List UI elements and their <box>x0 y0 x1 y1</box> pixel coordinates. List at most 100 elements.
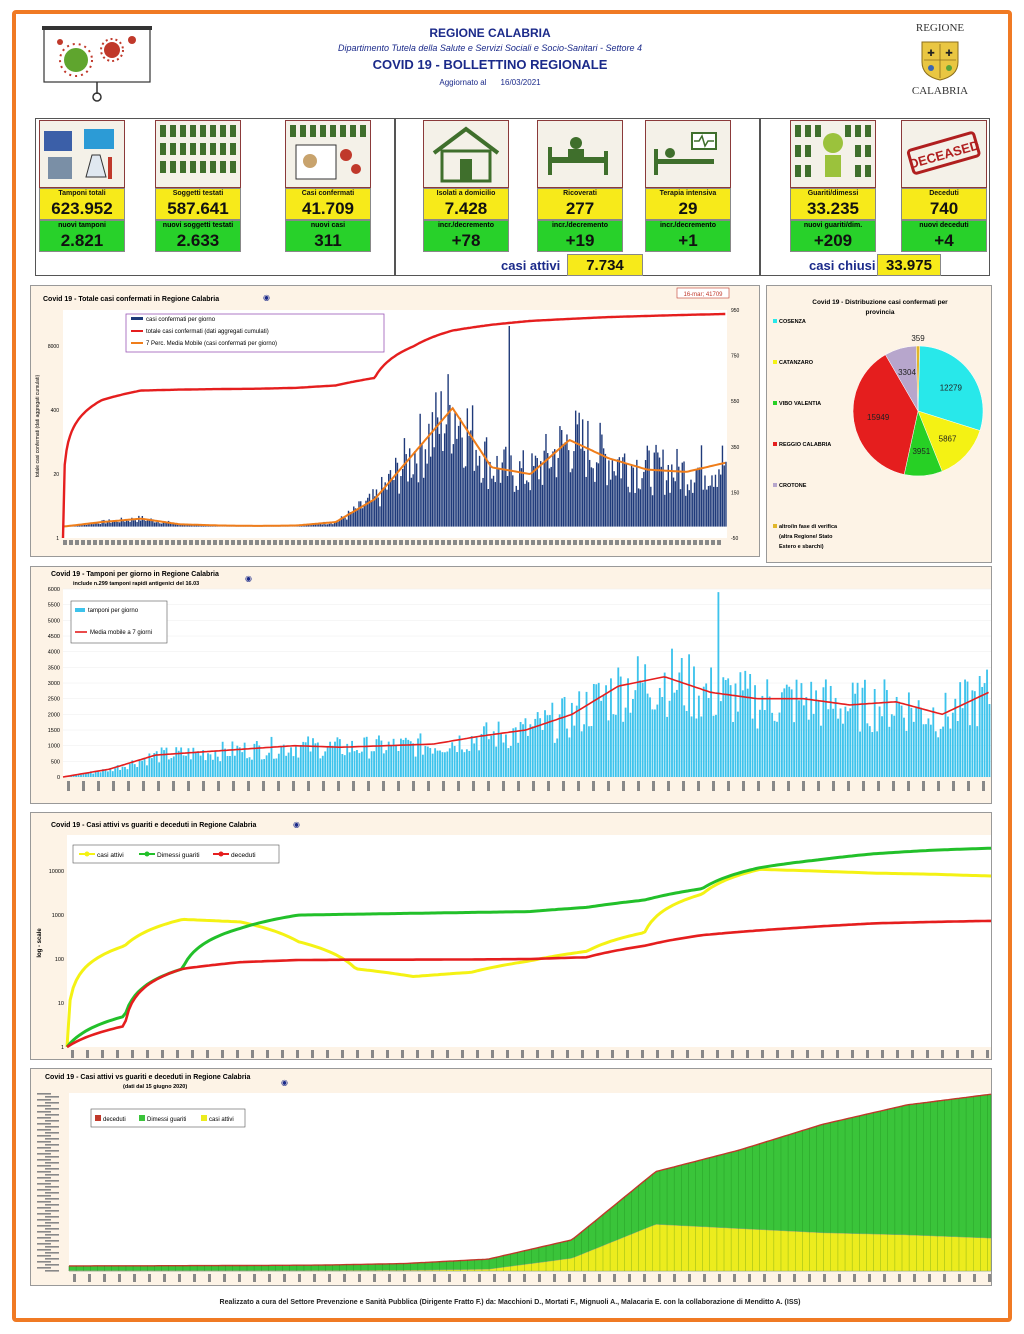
chart3-bar <box>729 685 732 777</box>
updated-line: Aggiornato al 16/03/2021 <box>240 78 740 87</box>
chart3-bar <box>168 759 170 777</box>
chart5-ytick-label <box>37 1183 51 1185</box>
chart-total-cases-panel: Covid 19 - Totale casi confermati in Reg… <box>30 285 760 557</box>
chart1-bar <box>85 524 88 527</box>
chart3-bar <box>360 751 363 777</box>
chart1-xtick-label <box>543 540 547 545</box>
chart3-bar <box>575 705 578 777</box>
chart3-bar <box>487 739 490 777</box>
chart3-bar <box>400 738 402 777</box>
chart5-ytick-label <box>45 1174 59 1176</box>
chart5-xtick-label <box>493 1274 496 1282</box>
chart1-bar <box>204 525 206 527</box>
chart3-bar <box>563 696 566 777</box>
chart3-bar <box>263 759 266 777</box>
chart3-bar <box>566 728 568 777</box>
kpi-guariti-sub-value: +209 <box>790 230 876 252</box>
chart3-bar <box>937 737 940 777</box>
chart1-bar <box>96 522 98 527</box>
chart3-bar <box>187 748 190 777</box>
chart3-bar <box>981 686 984 777</box>
chart3-bar <box>180 747 183 777</box>
chart3-bar <box>590 726 593 777</box>
chart3-xtick-label <box>67 781 70 791</box>
chart3-bar <box>390 744 393 777</box>
chart3-bar <box>646 693 649 777</box>
kpi-section: Tamponi totali 623.952 nuovi tamponi 2.8… <box>35 118 990 278</box>
chart3-bar <box>292 756 295 777</box>
chart1-bar <box>323 521 325 527</box>
chart1-bar <box>644 460 647 527</box>
chart4-xtick-label <box>866 1050 869 1058</box>
chart1-bar <box>159 523 161 527</box>
chart3-ytick: 5500 <box>48 603 60 609</box>
chart1-bar <box>487 489 490 527</box>
chart4-xtick-label <box>326 1050 329 1058</box>
chart1-bar <box>665 480 668 527</box>
chart1-bar <box>445 424 448 527</box>
chart1-bar <box>166 521 168 527</box>
chart3-xtick-label <box>442 781 445 791</box>
chart3-bar <box>299 745 302 777</box>
chart3-bar <box>89 771 92 777</box>
chart3-bar <box>461 749 463 777</box>
chart5-ytick-label <box>37 1093 51 1095</box>
chart1-bar <box>449 404 451 527</box>
chart3-bar <box>509 745 512 777</box>
chart1-bar <box>702 489 704 527</box>
chart1-bar <box>111 521 114 527</box>
chart1-bar <box>443 433 446 527</box>
chart1-bar <box>547 453 549 527</box>
house-icon <box>423 120 509 188</box>
chart3-bar <box>148 753 151 777</box>
chart3-bar <box>211 759 214 777</box>
chart3-bar <box>419 733 422 777</box>
chart1-bar <box>683 461 685 527</box>
chart3-bar <box>776 721 778 777</box>
chart3-bar <box>807 719 810 777</box>
chart1-bar <box>629 492 631 527</box>
chart5-legend <box>90 1108 246 1128</box>
chart3-bar <box>541 729 544 777</box>
chart3-bar <box>688 654 691 777</box>
header-block: REGIONE CALABRIA Dipartimento Tutela del… <box>240 26 740 87</box>
chart1-bar <box>618 457 621 527</box>
chart1-bar <box>519 461 521 527</box>
chart1-logo-icon: ◉ <box>263 293 270 302</box>
chart1-bar <box>492 475 495 527</box>
chart3-bar <box>854 693 857 777</box>
chart3-bar <box>497 721 500 777</box>
chart1-xtick-label <box>657 540 661 545</box>
logo-bottom-text: CALABRIA <box>911 85 969 97</box>
chart1-bar <box>360 501 362 527</box>
chart3-xtick-label <box>187 781 190 791</box>
kpi-soggetti-sub-value: 2.633 <box>155 230 241 252</box>
chart3-bar <box>795 679 798 777</box>
chart1-bar <box>368 493 371 527</box>
chart3-ytick: 1000 <box>48 744 60 750</box>
chart1-legend-cum: totale casi confermati (dati aggregati c… <box>146 329 269 335</box>
chart1-bar <box>414 451 416 527</box>
chart3-bar <box>336 737 339 777</box>
chart1-bar <box>480 482 483 527</box>
chart3-bar <box>885 690 888 777</box>
chart1-bar <box>527 482 530 527</box>
chart1-bar <box>452 444 455 527</box>
chart3-bar <box>710 667 712 777</box>
chart1-xtick-label <box>243 540 247 545</box>
chart1-bar <box>505 446 507 527</box>
chart1-bar <box>634 492 636 527</box>
chart3-bar <box>392 738 395 777</box>
chart4-ylabel: log - scale <box>37 928 43 958</box>
chart1-bar <box>447 374 449 527</box>
chart1-bar <box>160 523 163 527</box>
chart1-bar <box>725 461 727 527</box>
chart5-ytick-label <box>45 1162 59 1164</box>
chart1-bar <box>576 424 579 527</box>
chart3-bar <box>207 753 209 777</box>
chart3-bar <box>146 765 148 777</box>
chart3-bar <box>99 772 102 777</box>
chart1-bar <box>181 524 184 527</box>
chart1-ytick-right: 550 <box>731 399 740 405</box>
chart3-bar <box>583 724 585 777</box>
